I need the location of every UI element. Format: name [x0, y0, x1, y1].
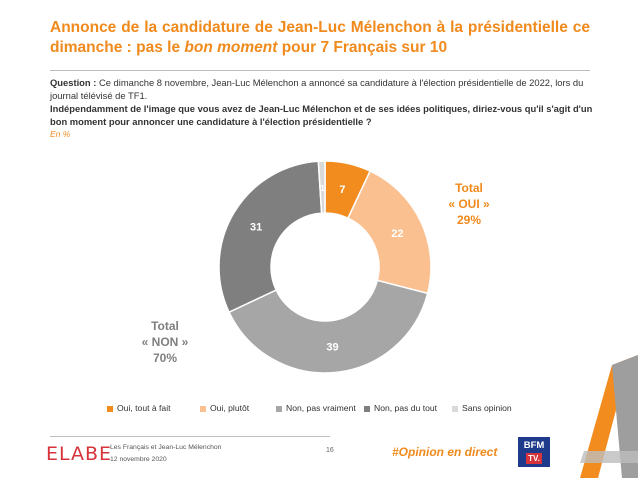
legend-swatch	[452, 405, 458, 412]
title-divider	[50, 70, 590, 71]
donut-slice-3	[228, 279, 429, 374]
question-main: Indépendamment de l'image que vous avez …	[50, 103, 593, 127]
page-number: 16	[326, 447, 334, 454]
legend-item-2: Oui, plutôt	[200, 403, 249, 413]
donut-slice-2	[346, 170, 432, 295]
legend-item-1: Oui, tout à fait	[107, 403, 171, 413]
elabe-logo: ELABE	[46, 443, 113, 465]
title-emphasis: bon moment	[184, 39, 278, 56]
donut-slice-label-1: 7	[339, 184, 345, 196]
donut-slice-4	[218, 160, 323, 314]
title-part1: Annonce de la candidature de Jean-Luc Mé…	[50, 19, 590, 56]
legend-label: Oui, plutôt	[210, 403, 250, 413]
legend-label: Sans opinion	[462, 403, 512, 413]
page-title: Annonce de la candidature de Jean-Luc Mé…	[50, 18, 590, 58]
total-oui: Total « OUI » 29%	[438, 180, 500, 228]
legend-swatch	[107, 405, 113, 412]
decorative-a-logo	[580, 355, 638, 478]
donut-slice-5	[317, 160, 326, 214]
legend-item-5: Sans opinion	[452, 403, 512, 413]
total-non: Total « NON » 70%	[130, 318, 200, 366]
question-context: Question : Ce dimanche 8 novembre, Jean-…	[50, 77, 595, 102]
donut-slice-label-2: 22	[391, 228, 403, 240]
donut-slice-label-4: 31	[250, 221, 262, 233]
total-non-label: Total	[151, 319, 179, 333]
total-non-name: « NON »	[141, 335, 189, 349]
legend-item-3: Non, pas vraiment	[276, 403, 356, 413]
hashtag: #Opinion en direct	[392, 445, 498, 459]
question-context-text: Ce dimanche 8 novembre, Jean-Luc Mélench…	[50, 77, 584, 101]
donut-slice-label-3: 39	[326, 342, 338, 354]
footer-date: 12 novembre 2020	[110, 456, 167, 463]
legend-swatch	[200, 405, 206, 412]
donut-slice-label-5: 1	[320, 184, 325, 193]
legend-swatch	[276, 405, 282, 412]
total-non-value: 70%	[152, 351, 178, 365]
total-oui-value: 29%	[456, 213, 482, 227]
total-oui-name: « OUI »	[448, 197, 490, 211]
title-part2: pour 7 Français sur 10	[277, 39, 448, 56]
bfmtv-logo-text: BFM	[523, 440, 545, 451]
legend-swatch	[364, 405, 370, 412]
bfmtv-logo: BFM TV.	[518, 437, 550, 467]
legend-item-4: Non, pas du tout	[364, 403, 437, 413]
legend-label: Oui, tout à fait	[117, 403, 171, 413]
unit-label: En %	[50, 129, 71, 139]
legend-label: Non, pas du tout	[374, 403, 438, 413]
footer-divider	[50, 436, 330, 437]
footer-study-title: Les Français et Jean-Luc Mélenchon	[110, 444, 222, 451]
bfmtv-logo-tv: TV.	[526, 453, 542, 464]
total-oui-label: Total	[455, 181, 483, 195]
question-label: Question :	[50, 77, 97, 88]
legend-label: Non, pas vraiment	[286, 403, 356, 413]
